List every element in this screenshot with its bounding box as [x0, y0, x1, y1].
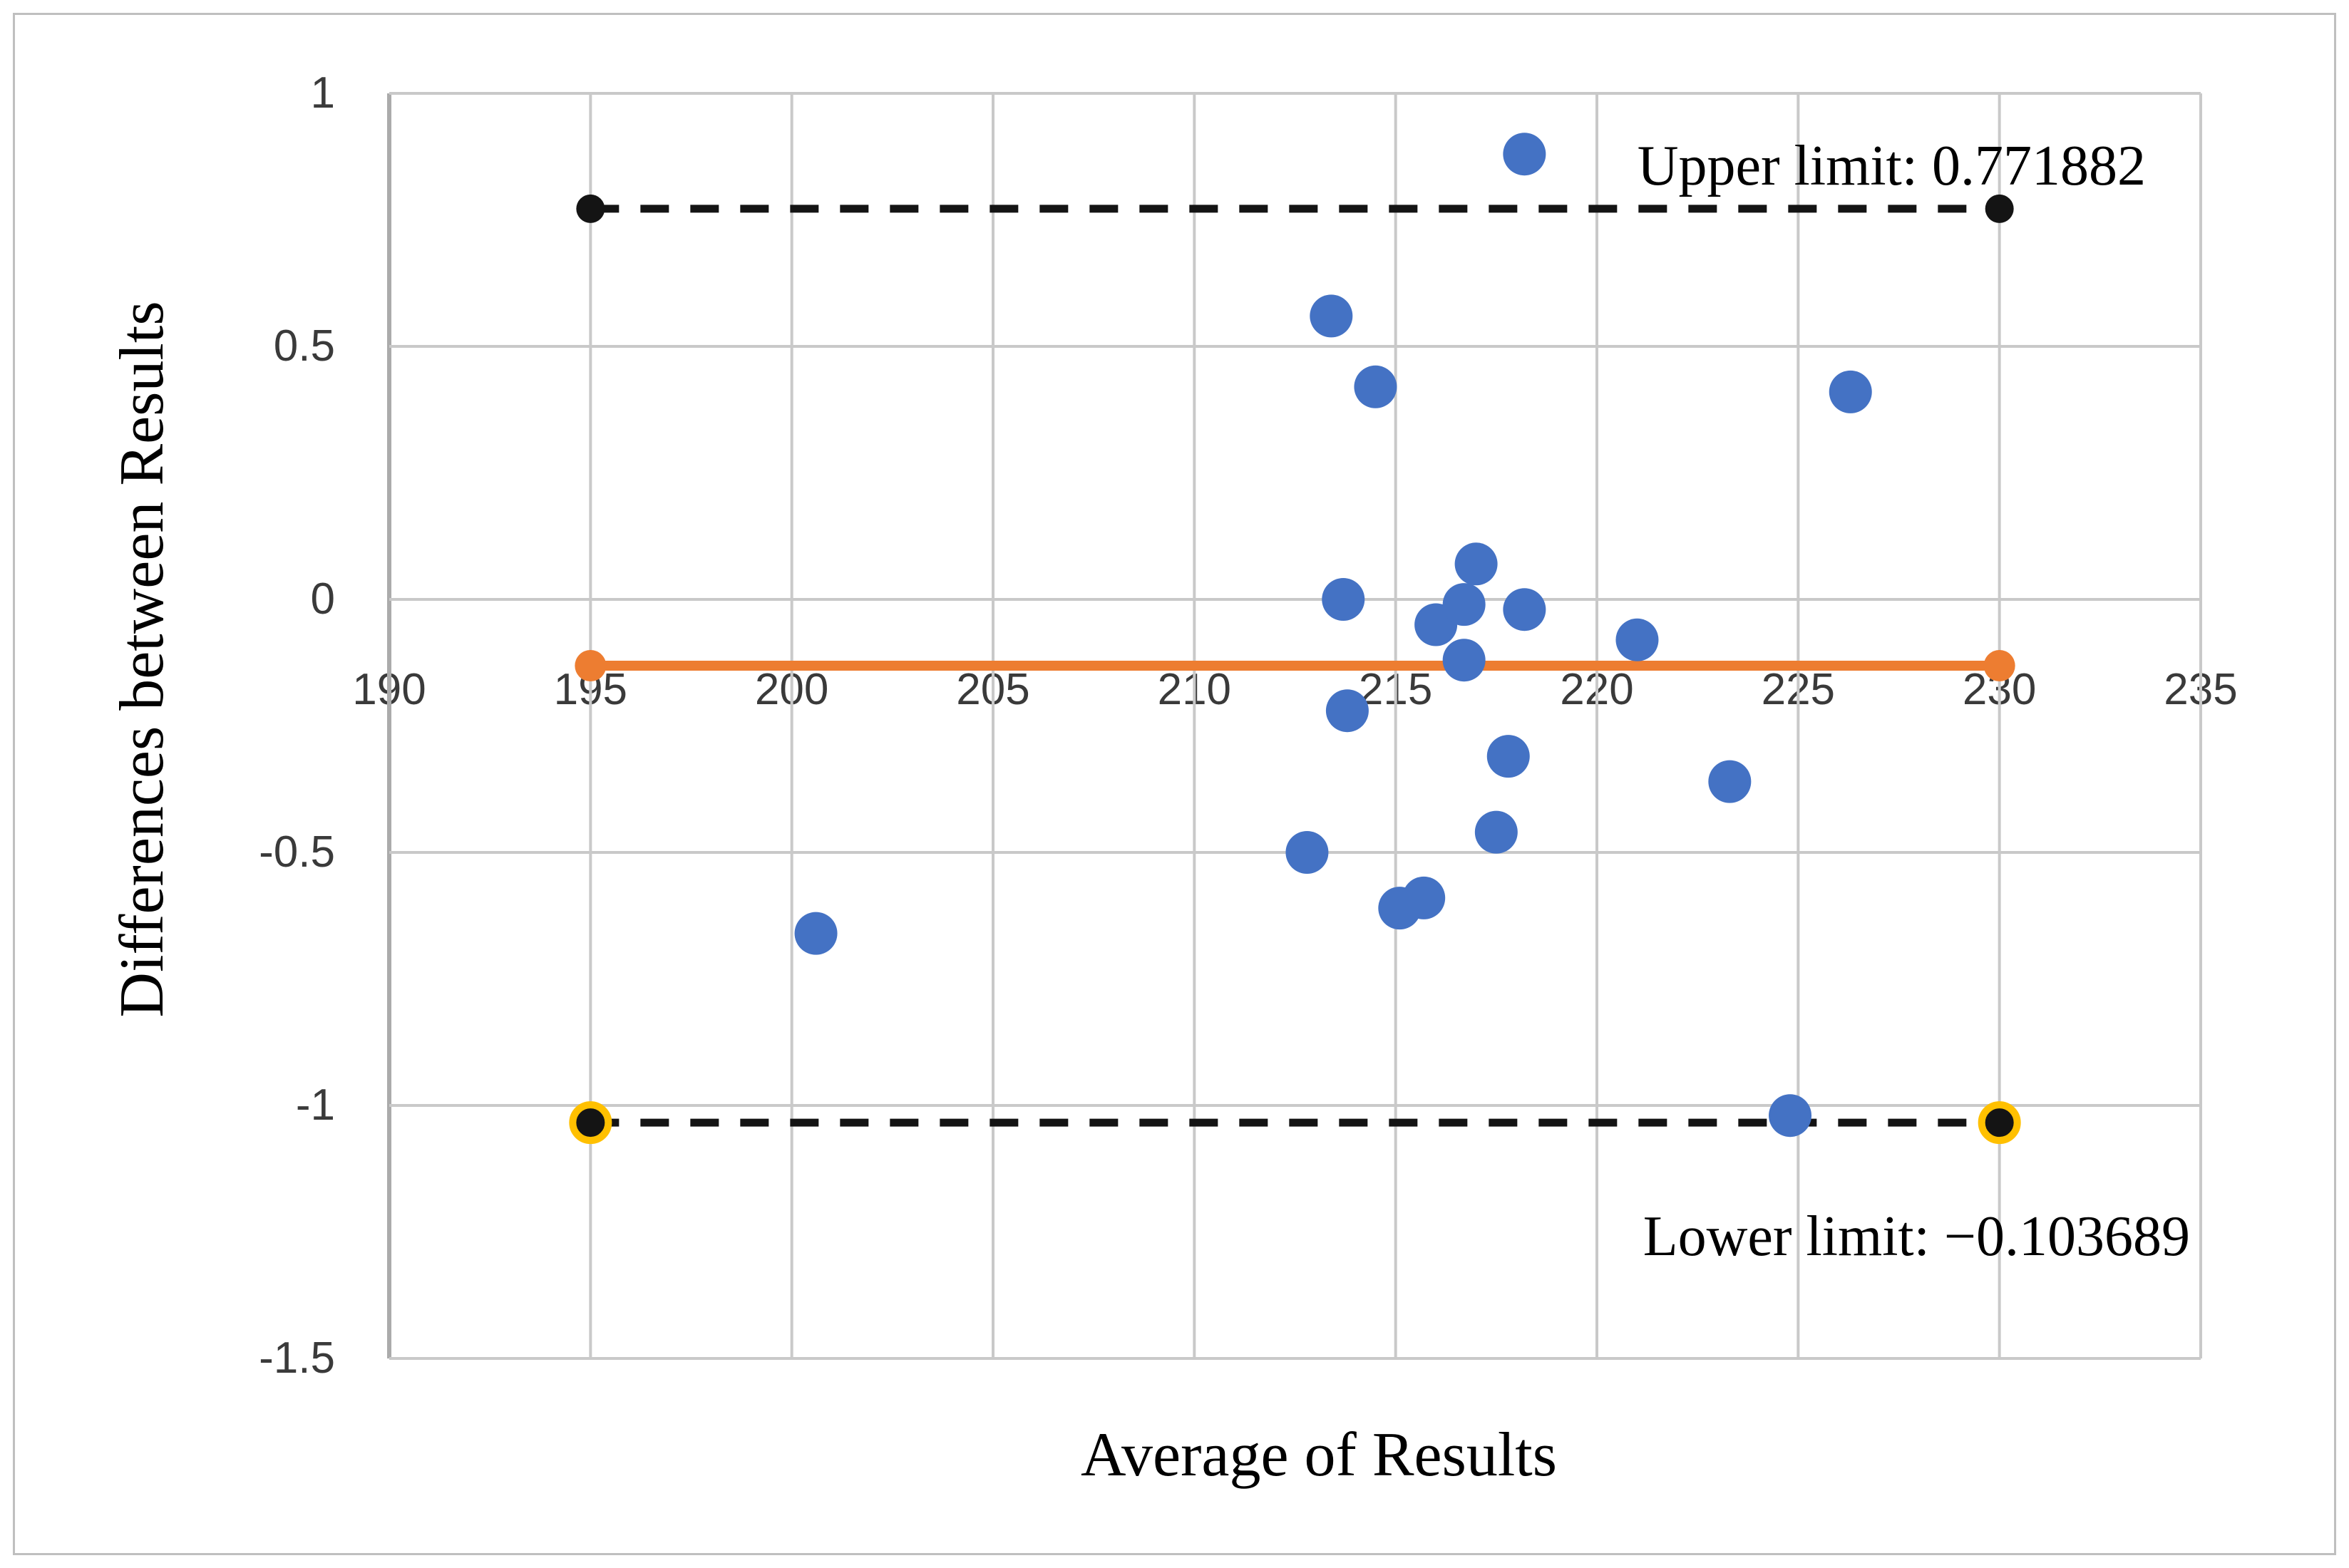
- upper-limit-endpoint: [576, 194, 605, 223]
- scatter-point: [1325, 689, 1369, 733]
- scatter-point: [1708, 760, 1752, 803]
- scatter-point: [1442, 583, 1486, 626]
- mean-line-endpoint: [1983, 650, 2015, 682]
- scatter-point: [1503, 588, 1546, 631]
- scatter-point: [1474, 810, 1518, 854]
- upper-limit-annotation: Upper limit: 0.771882: [1637, 135, 2146, 197]
- scatter-point: [1442, 639, 1486, 682]
- y-axis-tick-label: 0: [310, 574, 335, 624]
- scatter-point: [1322, 578, 1365, 621]
- upper-limit-endpoint: [1985, 194, 2014, 223]
- y-axis-tick-label: 1: [310, 68, 335, 118]
- y-axis-tick-label: -1.5: [259, 1334, 335, 1383]
- y-axis-tick-label: -0.5: [259, 827, 335, 877]
- scatter-point: [1402, 876, 1446, 919]
- scatter-point: [1354, 365, 1397, 408]
- lower-limit-annotation: Lower limit: −0.103689: [1643, 1205, 2190, 1268]
- scatter-point: [1486, 735, 1530, 778]
- scatter-point: [1285, 831, 1329, 874]
- scatter-point: [1503, 133, 1546, 176]
- y-axis-tick-label: -1: [295, 1080, 335, 1130]
- mean-line-endpoint: [575, 650, 607, 682]
- lower-limit-endpoint-ringed: [569, 1101, 612, 1145]
- figure-border: [13, 13, 2336, 1555]
- scatter-point: [1454, 542, 1498, 586]
- scatter-point: [1769, 1094, 1812, 1138]
- scatter-point: [1829, 370, 1872, 413]
- y-axis-tick-label: 0.5: [273, 321, 335, 371]
- x-axis-title: Average of Results: [1081, 1420, 1557, 1490]
- lower-limit-endpoint-ringed: [1978, 1101, 2021, 1145]
- scatter-point: [1615, 618, 1659, 661]
- y-axis-title: Differences between Results: [108, 301, 177, 1018]
- scatter-point: [1310, 294, 1353, 338]
- scatter-point: [794, 912, 838, 955]
